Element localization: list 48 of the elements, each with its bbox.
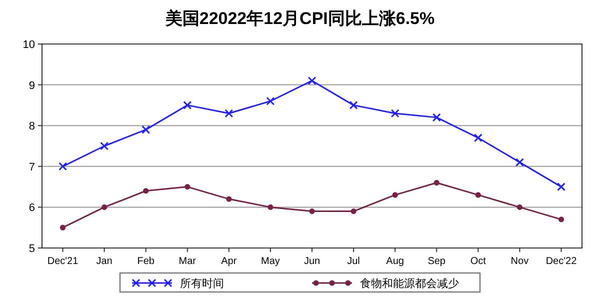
x-tick-label: Apr xyxy=(221,256,238,267)
x-tick-label: Jun xyxy=(304,256,320,267)
point xyxy=(390,109,400,118)
x-tick-label: May xyxy=(261,256,280,267)
y-tick-label: 6 xyxy=(28,202,35,214)
point xyxy=(349,100,358,110)
chart-title: 美国22022年12月CPI同比上涨6.5% xyxy=(164,9,435,28)
x-tick-label: Feb xyxy=(137,256,155,267)
point xyxy=(432,113,441,122)
point xyxy=(268,204,274,210)
legend-label: 食物和能源都会减少 xyxy=(360,277,459,290)
point xyxy=(474,134,482,142)
point xyxy=(224,109,234,118)
point xyxy=(58,162,68,171)
y-tick-label: 10 xyxy=(22,39,35,51)
point xyxy=(142,125,150,134)
x-tick-label: Sep xyxy=(428,256,446,267)
point xyxy=(226,196,232,202)
point xyxy=(392,192,398,198)
y-tick-label: 5 xyxy=(28,243,35,255)
point xyxy=(516,204,522,210)
y-tick-label: 9 xyxy=(28,80,35,92)
point xyxy=(475,192,481,198)
point xyxy=(184,184,190,190)
point xyxy=(556,182,566,192)
point xyxy=(350,208,356,214)
point xyxy=(266,96,275,106)
point xyxy=(308,76,316,85)
point xyxy=(515,158,524,167)
x-tick-label: Jan xyxy=(96,256,112,267)
x-tick-label: Mar xyxy=(178,256,197,267)
legend-label: 所有时间 xyxy=(180,277,224,290)
point xyxy=(100,142,109,150)
point xyxy=(558,216,564,222)
x-tick-label: Jul xyxy=(347,256,360,267)
x-tick-label: Dec'22 xyxy=(546,256,578,267)
x-tick-label: Nov xyxy=(510,256,529,267)
x-tick-label: Dec'21 xyxy=(47,256,79,267)
point xyxy=(183,100,192,110)
y-tick-label: 8 xyxy=(28,120,35,133)
point xyxy=(102,204,108,210)
point xyxy=(309,208,315,214)
x-tick-label: Aug xyxy=(386,256,404,267)
x-tick-label: Oct xyxy=(470,256,486,267)
point xyxy=(143,188,149,194)
point xyxy=(434,180,440,186)
point xyxy=(60,224,66,230)
y-tick-label: 7 xyxy=(28,161,35,174)
